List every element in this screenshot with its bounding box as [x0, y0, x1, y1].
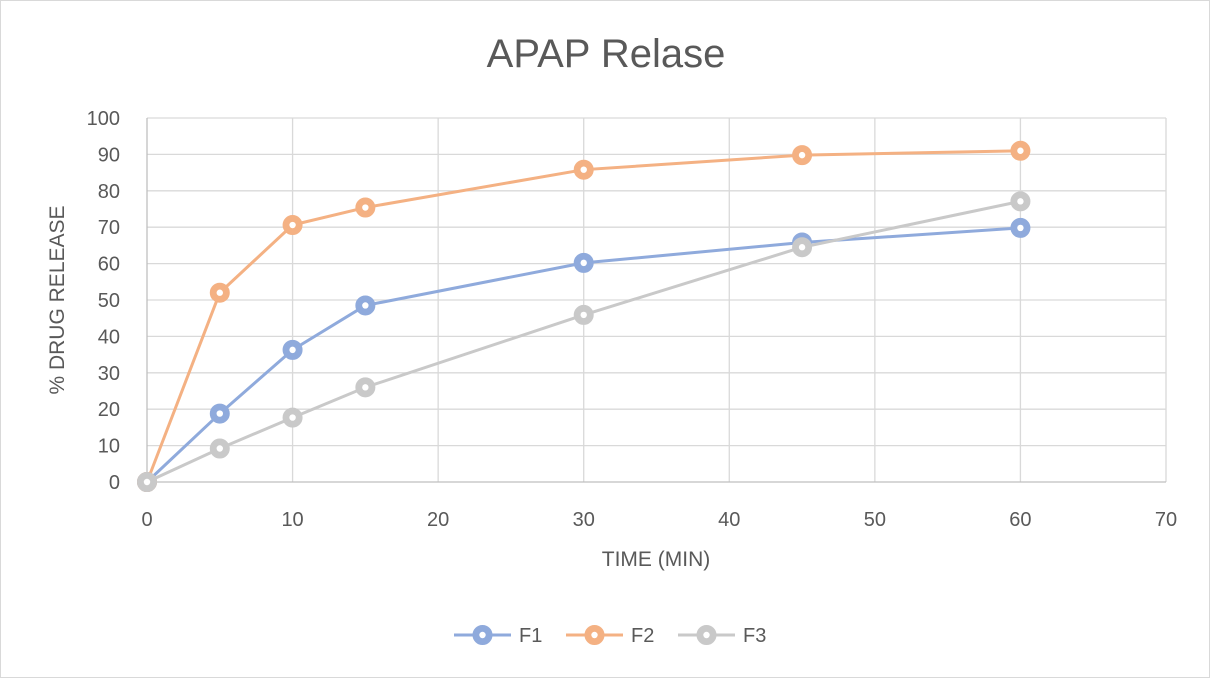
y-tick-label: 10 [98, 436, 120, 458]
data-point [355, 295, 376, 316]
gridlines [146, 117, 1167, 483]
y-tick-label: 20 [98, 399, 120, 421]
data-point [209, 403, 230, 424]
x-tick-label: 70 [1155, 509, 1177, 531]
data-point [282, 407, 303, 428]
legend-marker [584, 625, 605, 645]
legend: F1 F2 F3 [454, 625, 766, 647]
y-tick-label: 70 [98, 217, 120, 239]
y-tick-label: 90 [98, 144, 120, 166]
data-point [573, 159, 594, 180]
y-tick-label: 40 [98, 326, 120, 348]
x-tick-label: 60 [1009, 509, 1031, 531]
y-tick-label: 0 [109, 472, 120, 494]
legend-marker [472, 625, 493, 645]
data-point [209, 438, 230, 459]
y-axis-ticks: 0 10 20 30 40 50 60 70 80 90 100 [87, 108, 120, 494]
data-point [1010, 217, 1031, 238]
data-point [137, 472, 157, 492]
chart-title: APAP Relase [487, 32, 726, 76]
data-point [282, 339, 303, 360]
legend-item-f1: F1 [454, 625, 542, 647]
y-tick-label: 100 [87, 108, 120, 130]
data-point [573, 304, 594, 325]
x-tick-label: 10 [281, 509, 303, 531]
x-axis-title: TIME (MIN) [602, 548, 710, 571]
y-axis-title: % DRUG RELEASE [46, 205, 69, 394]
x-tick-label: 30 [573, 509, 595, 531]
x-tick-label: 20 [427, 509, 449, 531]
data-point [792, 145, 813, 166]
legend-item-f3: F3 [678, 625, 766, 647]
data-point [355, 377, 376, 398]
data-point [573, 252, 594, 273]
series-f2 [137, 140, 1031, 492]
series-f3 [137, 191, 1031, 492]
x-axis-ticks: 0 10 20 30 40 50 60 70 [141, 509, 1177, 531]
data-point [209, 282, 230, 303]
data-point [1010, 191, 1031, 212]
data-point [282, 215, 303, 236]
legend-marker [696, 625, 717, 645]
y-tick-label: 30 [98, 363, 120, 385]
legend-label: F2 [631, 625, 654, 647]
x-tick-label: 40 [718, 509, 740, 531]
x-tick-label: 0 [141, 509, 152, 531]
data-point [355, 197, 376, 218]
y-tick-label: 80 [98, 181, 120, 203]
data-point [792, 237, 813, 258]
data-point [1010, 140, 1031, 161]
y-tick-label: 50 [98, 290, 120, 312]
legend-label: F3 [743, 625, 766, 647]
y-tick-label: 60 [98, 254, 120, 276]
legend-item-f2: F2 [566, 625, 654, 647]
legend-label: F1 [519, 625, 542, 647]
x-tick-label: 50 [864, 509, 886, 531]
series-layer [137, 140, 1031, 492]
